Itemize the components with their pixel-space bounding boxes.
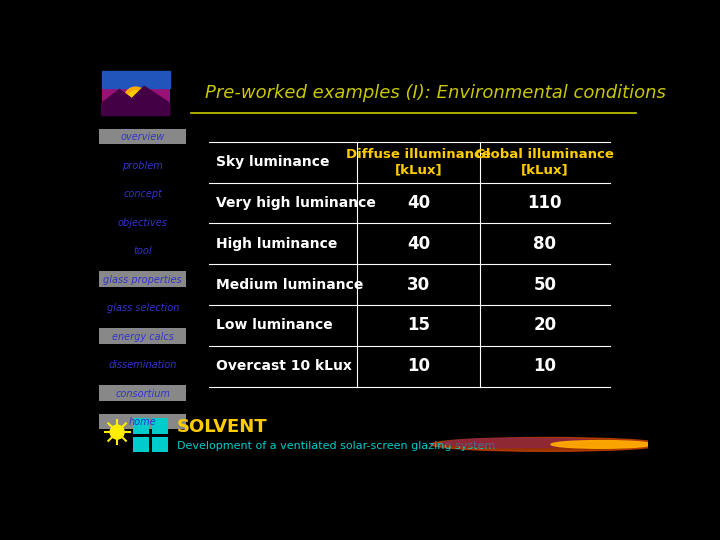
Text: High luminance: High luminance: [216, 237, 338, 251]
Circle shape: [124, 87, 148, 110]
Text: 80: 80: [534, 235, 557, 253]
FancyBboxPatch shape: [152, 437, 168, 452]
Circle shape: [110, 425, 124, 439]
Text: Sky luminance: Sky luminance: [216, 155, 330, 169]
Text: objectives: objectives: [118, 218, 168, 228]
Text: glass properties: glass properties: [104, 275, 182, 285]
FancyBboxPatch shape: [99, 129, 186, 144]
Polygon shape: [102, 86, 170, 116]
Text: 40: 40: [407, 194, 430, 212]
Polygon shape: [102, 71, 170, 88]
Text: Development of a ventilated solar-screen glazing system: Development of a ventilated solar-screen…: [177, 441, 495, 451]
Circle shape: [128, 91, 143, 106]
Text: 20: 20: [534, 316, 557, 334]
FancyBboxPatch shape: [99, 385, 186, 401]
Text: Global illuminance
[kLux]: Global illuminance [kLux]: [475, 148, 614, 176]
Text: 15: 15: [407, 316, 430, 334]
Text: overview: overview: [120, 132, 165, 142]
Text: Very high luminance: Very high luminance: [216, 196, 376, 210]
Text: 110: 110: [528, 194, 562, 212]
Text: 40: 40: [407, 235, 430, 253]
Text: Medium luminance: Medium luminance: [216, 278, 364, 292]
FancyBboxPatch shape: [133, 437, 149, 452]
Text: 50: 50: [534, 275, 557, 294]
Text: glass selection: glass selection: [107, 303, 179, 313]
Text: dissemination: dissemination: [109, 360, 177, 370]
Ellipse shape: [443, 438, 606, 448]
FancyBboxPatch shape: [99, 414, 186, 429]
Text: concept: concept: [123, 189, 162, 199]
FancyBboxPatch shape: [152, 418, 168, 434]
Text: Pre-worked examples (I): Environmental conditions: Pre-worked examples (I): Environmental c…: [204, 84, 665, 102]
Text: consortium: consortium: [115, 389, 170, 399]
FancyBboxPatch shape: [102, 71, 170, 116]
Text: Overcast 10 kLux: Overcast 10 kLux: [216, 359, 352, 373]
Text: 10: 10: [407, 357, 430, 375]
Ellipse shape: [551, 441, 652, 448]
Text: Diffuse illuminance
[kLux]: Diffuse illuminance [kLux]: [346, 148, 491, 176]
Text: 30: 30: [407, 275, 430, 294]
Text: SOLVENT: SOLVENT: [177, 418, 267, 436]
FancyBboxPatch shape: [99, 271, 186, 287]
Text: Low luminance: Low luminance: [216, 319, 333, 333]
FancyBboxPatch shape: [133, 418, 149, 434]
Text: 10: 10: [534, 357, 557, 375]
Text: energy calcs: energy calcs: [112, 332, 174, 342]
Text: tool: tool: [133, 246, 152, 256]
Text: problem: problem: [122, 161, 163, 171]
FancyBboxPatch shape: [99, 328, 186, 343]
Ellipse shape: [431, 437, 664, 451]
Text: home: home: [129, 417, 156, 427]
